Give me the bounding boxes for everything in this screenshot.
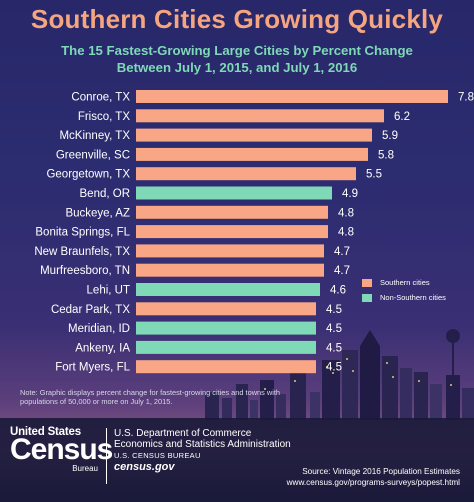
category-label-mckinney-tx: McKinney, TX [59,130,130,142]
subtitle-line-2: Between July 1, 2015, and July 1, 2016 [116,60,358,75]
category-label-bend-or: Bend, OR [80,188,131,200]
legend-label-non-southern: Non-Southern cities [380,293,446,302]
category-label-conroe-tx: Conroe, TX [71,92,130,104]
value-label-cedar-park-tx: 4.5 [326,304,342,316]
chart-subtitle: The 15 Fastest-Growing Large Cities by P… [0,42,474,76]
subtitle-line-1: The 15 Fastest-Growing Large Cities by P… [61,43,413,58]
bar-buckeye-az [136,205,328,219]
bar-bend-or [136,186,332,200]
value-label-mckinney-tx: 5.9 [382,130,398,142]
value-labels: 7.8 6.2 5.9 5.8 5.5 4.9 4.8 4.8 4.7 4.7 4.6 4.5 4.5 4… [326,92,474,374]
census-bureau-logo: United States Census Bureau [10,426,113,473]
bar-ankeny-ia [136,340,316,354]
legend-swatch-non-southern [362,293,372,302]
value-label-conroe-tx: 7.8 [458,92,474,104]
agency-website: census.gov [114,461,175,473]
bar-bonita-springs-fl [136,225,328,239]
category-label-murfreesboro-tn: Murfreesboro, TN [40,265,130,277]
chart-title: Southern Cities Growing Quickly [30,4,444,34]
logo-main-text: Census [10,433,113,466]
bar-new-braunfels-tx [136,244,324,258]
legend-label-southern: Southern cities [380,278,430,287]
value-label-lehi-ut: 4.6 [330,285,346,297]
agency-line-3: U.S. CENSUS BUREAU [114,451,201,460]
bar-greenville-sc [136,147,368,161]
agency-line-1: U.S. Department of Commerce [114,428,252,439]
agency-block: U.S. Department of Commerce Economics an… [114,428,291,473]
value-label-murfreesboro-tn: 4.7 [334,265,350,277]
category-label-fort-myers-fl: Fort Myers, FL [55,362,130,374]
footer-divider [106,428,107,484]
city-skyline-illustration [205,329,474,420]
value-label-ankeny-ia: 4.5 [326,342,342,354]
value-label-frisco-tx: 6.2 [394,111,410,123]
value-label-new-braunfels-tx: 4.7 [334,246,350,258]
category-label-georgetown-tx: Georgetown, TX [46,169,130,181]
bar-fort-myers-fl [136,360,316,374]
category-label-greenville-sc: Greenville, SC [56,149,130,161]
agency-line-2: Economics and Statistics Administration [114,439,291,450]
value-label-georgetown-tx: 5.5 [366,169,382,181]
category-label-cedar-park-tx: Cedar Park, TX [51,304,130,316]
category-label-meridian-id: Meridian, ID [68,323,130,335]
bar-conroe-tx [136,90,448,103]
source-line-1: Source: Vintage 2016 Population Estimate… [302,467,460,476]
value-label-bonita-springs-fl: 4.8 [338,227,354,239]
category-label-lehi-ut: Lehi, UT [87,285,130,297]
legend-swatch-southern [362,278,372,287]
source-block: Source: Vintage 2016 Population Estimate… [287,466,460,488]
category-labels: Conroe, TX Frisco, TX McKinney, TX Greenvil… [34,92,130,374]
value-label-meridian-id: 4.5 [326,323,342,335]
category-label-bonita-springs-fl: Bonita Springs, FL [35,227,130,239]
bar-frisco-tx [136,109,384,123]
logo-sub-text: Bureau [72,464,98,473]
chart-note: Note: Graphic displays percent change fo… [20,388,281,406]
bar-lehi-ut [136,283,320,296]
value-label-bend-or: 4.9 [342,188,358,200]
city-skyline-and-bar-chart: Conroe, TX Frisco, TX McKinney, TX Greenvil… [34,90,474,420]
category-label-frisco-tx: Frisco, TX [78,111,131,123]
logo-top-text: United States [10,426,81,438]
source-line-2: www.census.gov/programs-surveys/popest.h… [286,478,460,487]
bar-mckinney-tx [136,128,372,142]
bar-meridian-id [136,321,316,335]
category-label-new-braunfels-tx: New Braunfels, TX [34,246,130,258]
bar-cedar-park-tx [136,302,316,316]
bar-series [136,90,448,374]
footer: United States Census Bureau U.S. Departm… [0,418,474,502]
value-label-buckeye-az: 4.8 [338,207,354,219]
value-label-greenville-sc: 5.8 [378,149,394,161]
category-label-ankeny-ia: Ankeny, IA [75,342,130,354]
bar-georgetown-tx [136,167,356,181]
legend-item-southern: Southern cities [362,278,430,287]
bar-murfreesboro-tn [136,263,324,277]
category-label-buckeye-az: Buckeye, AZ [65,207,130,219]
value-label-fort-myers-fl: 4.5 [326,362,342,374]
legend-item-non-southern: Non-Southern cities [362,293,446,302]
